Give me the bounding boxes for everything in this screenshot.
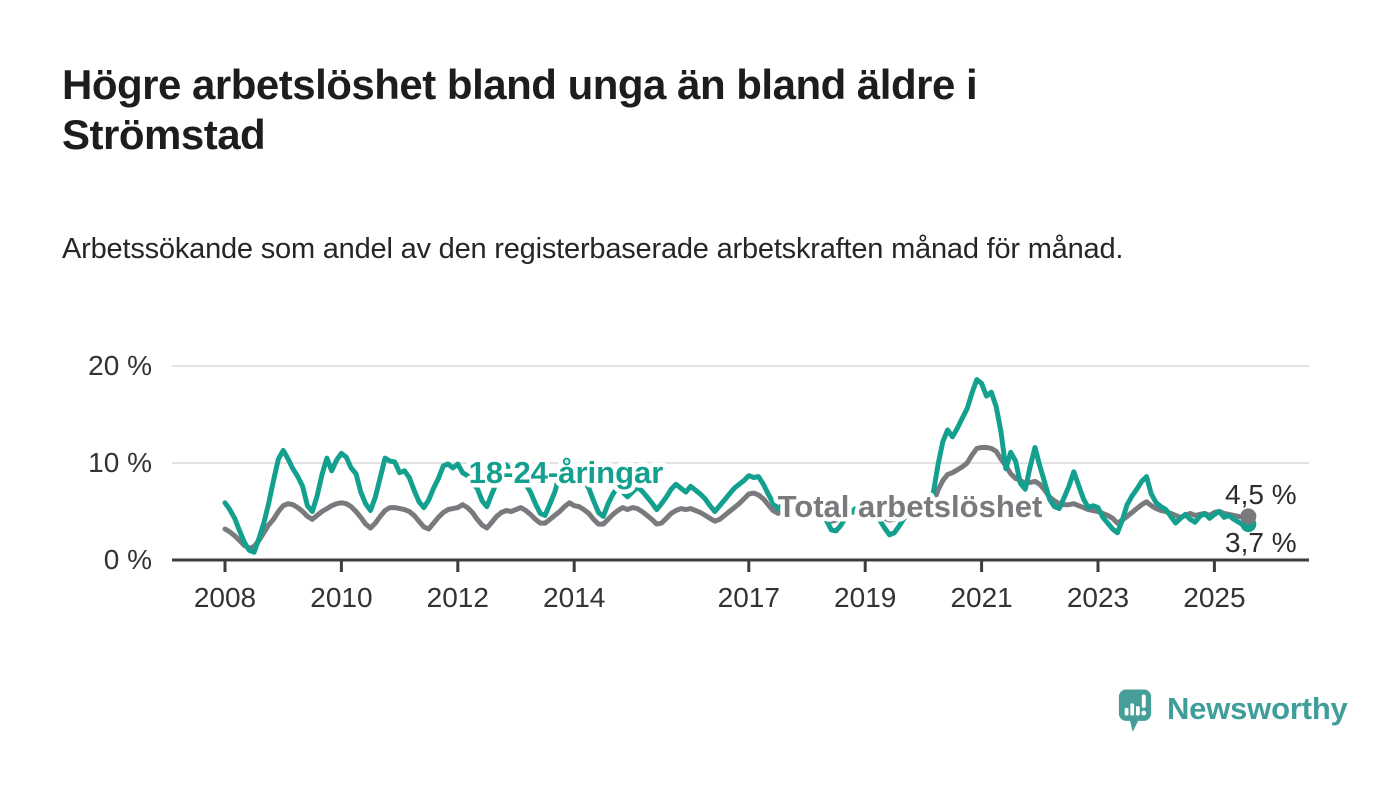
y-axis-label-0: 0 % [104,544,152,575]
newsworthy-logo-icon [1118,689,1152,733]
x-axis-label-2010: 2010 [310,582,372,613]
end-value-label-young_series: 3,7 % [1225,527,1297,558]
end-value-label-total_series: 4,5 % [1225,479,1297,510]
page-title: Högre arbetslöshet bland unga än bland ä… [62,61,978,158]
chart-subtitle: Arbetssökande som andel av den registerb… [62,233,1124,265]
newsworthy-wordmark: Newsworthy [1167,691,1348,726]
y-axis-label-20: 20 % [88,350,152,381]
series-label-young_series: 18-24-åringar [469,455,664,490]
series-line-total_series [222,445,1251,551]
series-line-young_series [222,377,1251,555]
newsworthy-branding: Newsworthy [1118,687,1348,735]
x-axis-label-2025: 2025 [1183,582,1245,613]
x-axis-label-2019: 2019 [834,582,896,613]
x-axis-label-2014: 2014 [543,582,605,613]
y-axis-label-10: 10 % [88,447,152,478]
x-axis-label-2021: 2021 [950,582,1012,613]
series-label-total_series: Total arbetslöshet [778,489,1043,524]
endpoint-dot-total_series [1240,508,1257,525]
x-axis-label-2023: 2023 [1067,582,1129,613]
x-axis-label-2012: 2012 [427,582,489,613]
x-axis-label-2017: 2017 [718,582,780,613]
x-axis-label-2008: 2008 [194,582,256,613]
